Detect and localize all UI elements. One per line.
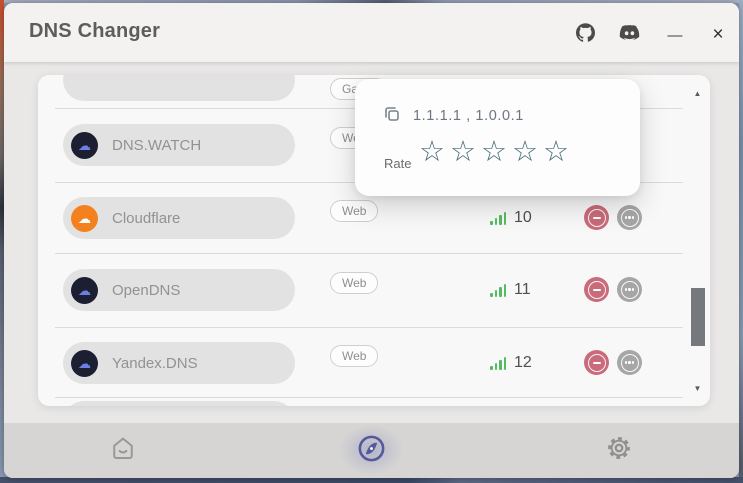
dns-row-yandexdns[interactable]: ☁ Yandex.DNS — [63, 342, 295, 384]
rating-stars: ☆ ☆ ☆ ☆ ☆ — [419, 135, 569, 170]
star-icon[interactable]: ☆ — [512, 136, 538, 168]
latency-signal-icon — [490, 211, 507, 225]
minimize-icon: — — [667, 26, 683, 44]
category-badge: Web — [330, 345, 379, 367]
minus-circle-icon — [587, 208, 606, 227]
row-divider — [55, 253, 683, 254]
app-title: DNS Changer — [29, 20, 161, 42]
yandexdns-logo-icon: ☁ — [71, 349, 98, 377]
dns-name: DNS.WATCH — [112, 136, 202, 154]
scrollbar[interactable]: ▲ ▼ — [689, 81, 706, 400]
dns-row-opendns[interactable]: ☁ OpenDNS — [63, 269, 295, 311]
titlebar: DNS Changer — × — [4, 3, 739, 62]
dns-name: Yandex.DNS — [112, 354, 198, 372]
remove-button[interactable] — [584, 350, 609, 375]
minimize-button[interactable]: — — [661, 21, 689, 49]
dns-row-partial-bottom[interactable] — [63, 401, 295, 406]
latency-value: 11 — [514, 281, 531, 298]
minus-circle-icon — [587, 353, 606, 372]
dns-row-dnswatch[interactable]: ☁ DNS.WATCH — [63, 124, 295, 166]
github-button[interactable] — [571, 21, 599, 49]
scroll-up-icon[interactable]: ▲ — [693, 88, 702, 98]
star-icon[interactable]: ☆ — [450, 136, 476, 168]
star-icon[interactable]: ☆ — [543, 136, 569, 168]
nav-explore-tab-active[interactable] — [339, 423, 403, 478]
opendns-logo-icon: ☁ — [71, 276, 98, 304]
home-icon — [108, 433, 138, 468]
latency-value: 10 — [514, 209, 532, 226]
discord-icon — [619, 22, 640, 48]
copy-icon — [383, 107, 401, 127]
star-icon[interactable]: ☆ — [419, 136, 445, 168]
rate-label: Rate — [384, 156, 412, 171]
more-options-button[interactable] — [617, 205, 642, 230]
minus-circle-icon — [587, 280, 606, 299]
dnswatch-logo-icon: ☁ — [71, 131, 98, 159]
row-divider — [55, 327, 683, 328]
dns-row-partial-top[interactable] — [63, 75, 295, 101]
scroll-down-icon[interactable]: ▼ — [693, 383, 702, 393]
nav-settings-tab[interactable] — [589, 423, 649, 478]
ellipsis-icon — [620, 280, 639, 299]
category-badge: Web — [330, 200, 379, 222]
more-options-button[interactable] — [617, 350, 642, 375]
ellipsis-icon — [620, 353, 639, 372]
copy-button[interactable] — [383, 105, 401, 123]
desktop-edge-bottom — [0, 477, 743, 483]
discord-button[interactable] — [615, 21, 643, 49]
more-options-button[interactable] — [617, 277, 642, 302]
category-badge: Web — [330, 272, 379, 294]
dns-server-addresses: 1.1.1.1 , 1.0.0.1 — [413, 108, 524, 124]
nav-home-tab[interactable] — [93, 423, 153, 478]
desktop-edge-top — [0, 0, 743, 3]
desktop-edge-right — [739, 0, 743, 483]
scrollbar-thumb[interactable] — [691, 288, 705, 346]
row-divider — [55, 397, 683, 398]
gear-icon — [604, 433, 634, 468]
cloudflare-logo-icon: ☁ — [71, 204, 98, 232]
star-icon[interactable]: ☆ — [481, 136, 507, 168]
latency-signal-icon — [490, 283, 507, 297]
close-icon: × — [712, 24, 724, 45]
github-icon — [575, 23, 595, 47]
dns-details-popup: 1.1.1.1 , 1.0.0.1 Rate ☆ ☆ ☆ ☆ ☆ — [355, 79, 640, 196]
remove-button[interactable] — [584, 277, 609, 302]
remove-button[interactable] — [584, 205, 609, 230]
dns-row-cloudflare[interactable]: ☁ Cloudflare — [63, 197, 295, 239]
app-window: DNS Changer — × Game — [4, 3, 739, 478]
close-button[interactable]: × — [704, 21, 732, 49]
ellipsis-icon — [620, 208, 639, 227]
dns-name: Cloudflare — [112, 209, 181, 227]
bottom-nav — [4, 423, 739, 478]
latency-value: 12 — [514, 354, 532, 371]
desktop-edge-left — [0, 0, 4, 483]
latency-signal-icon — [490, 356, 507, 370]
compass-icon — [356, 433, 387, 469]
dns-name: OpenDNS — [112, 281, 181, 299]
